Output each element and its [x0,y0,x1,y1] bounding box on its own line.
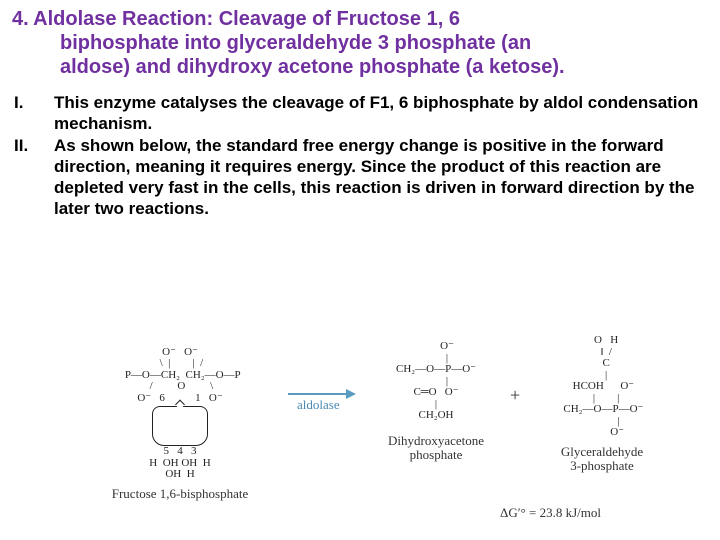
list-item: I. This enzyme catalyses the cleavage of… [12,93,708,134]
heading-line1: Aldolase Reaction: Cleavage of Fructose … [33,8,460,30]
dhap-caption2: phosphate [366,448,506,462]
list-item: II. As shown below, the standard free en… [12,136,708,219]
reaction-arrow [288,393,348,395]
dhap-caption1: Dihydroxyacetone [366,434,506,448]
plus-sign: + [510,385,520,406]
g3p-caption2: 3-phosphate [532,459,672,473]
delta-g-label: ΔGʹ° = 23.8 kJ/mol [500,505,601,521]
list-text: This enzyme catalyses the cleavage of F1… [54,93,708,134]
arrow-label: aldolase [297,397,340,413]
g3p-caption1: Glyceraldehyde [532,445,672,459]
reactant-structure: O⁻ O⁻ \ | | / P—O—CH₂ CH₂—O—P / O \ O⁻ 6… [80,335,280,404]
g3p-structure: O H ‖ / C | HCOH O⁻ | | CH₂—O—P—O⁻ | O⁻ [532,335,672,439]
slide-heading: 4. Aldolase Reaction: Cleavage of Fructo… [12,8,708,79]
product-g3p: O H ‖ / C | HCOH O⁻ | | CH₂—O—P—O⁻ | O⁻ … [532,335,672,474]
reaction-diagram: O⁻ O⁻ \ | | / P—O—CH₂ CH₂—O—P / O \ O⁻ 6… [80,335,670,530]
list-marker: I. [12,93,54,134]
heading-line2: biphosphate into glyceraldehyde 3 phosph… [12,31,708,55]
heading-number: 4. [12,8,29,30]
product-dhap: O⁻ | CH₂—O—P—O⁻ | C═O O⁻ | CH₂OH Dihydro… [366,341,506,462]
list-text: As shown below, the standard free energy… [54,136,708,219]
dhap-structure: O⁻ | CH₂—O—P—O⁻ | C═O O⁻ | CH₂OH [366,341,506,422]
reactant-molecule: O⁻ O⁻ \ | | / P—O—CH₂ CH₂—O—P / O \ O⁻ 6… [80,335,280,501]
heading-line3: aldose) and dihydroxy acetone phosphate … [12,55,708,79]
body-list: I. This enzyme catalyses the cleavage of… [12,93,708,219]
reactant-caption: Fructose 1,6-bisphosphate [80,487,280,501]
list-marker: II. [12,136,54,219]
arrow-head-icon [346,389,356,399]
reactant-subs: 5 4 3 H OH OH H OH H [80,446,280,481]
furanose-ring-icon [152,406,208,446]
